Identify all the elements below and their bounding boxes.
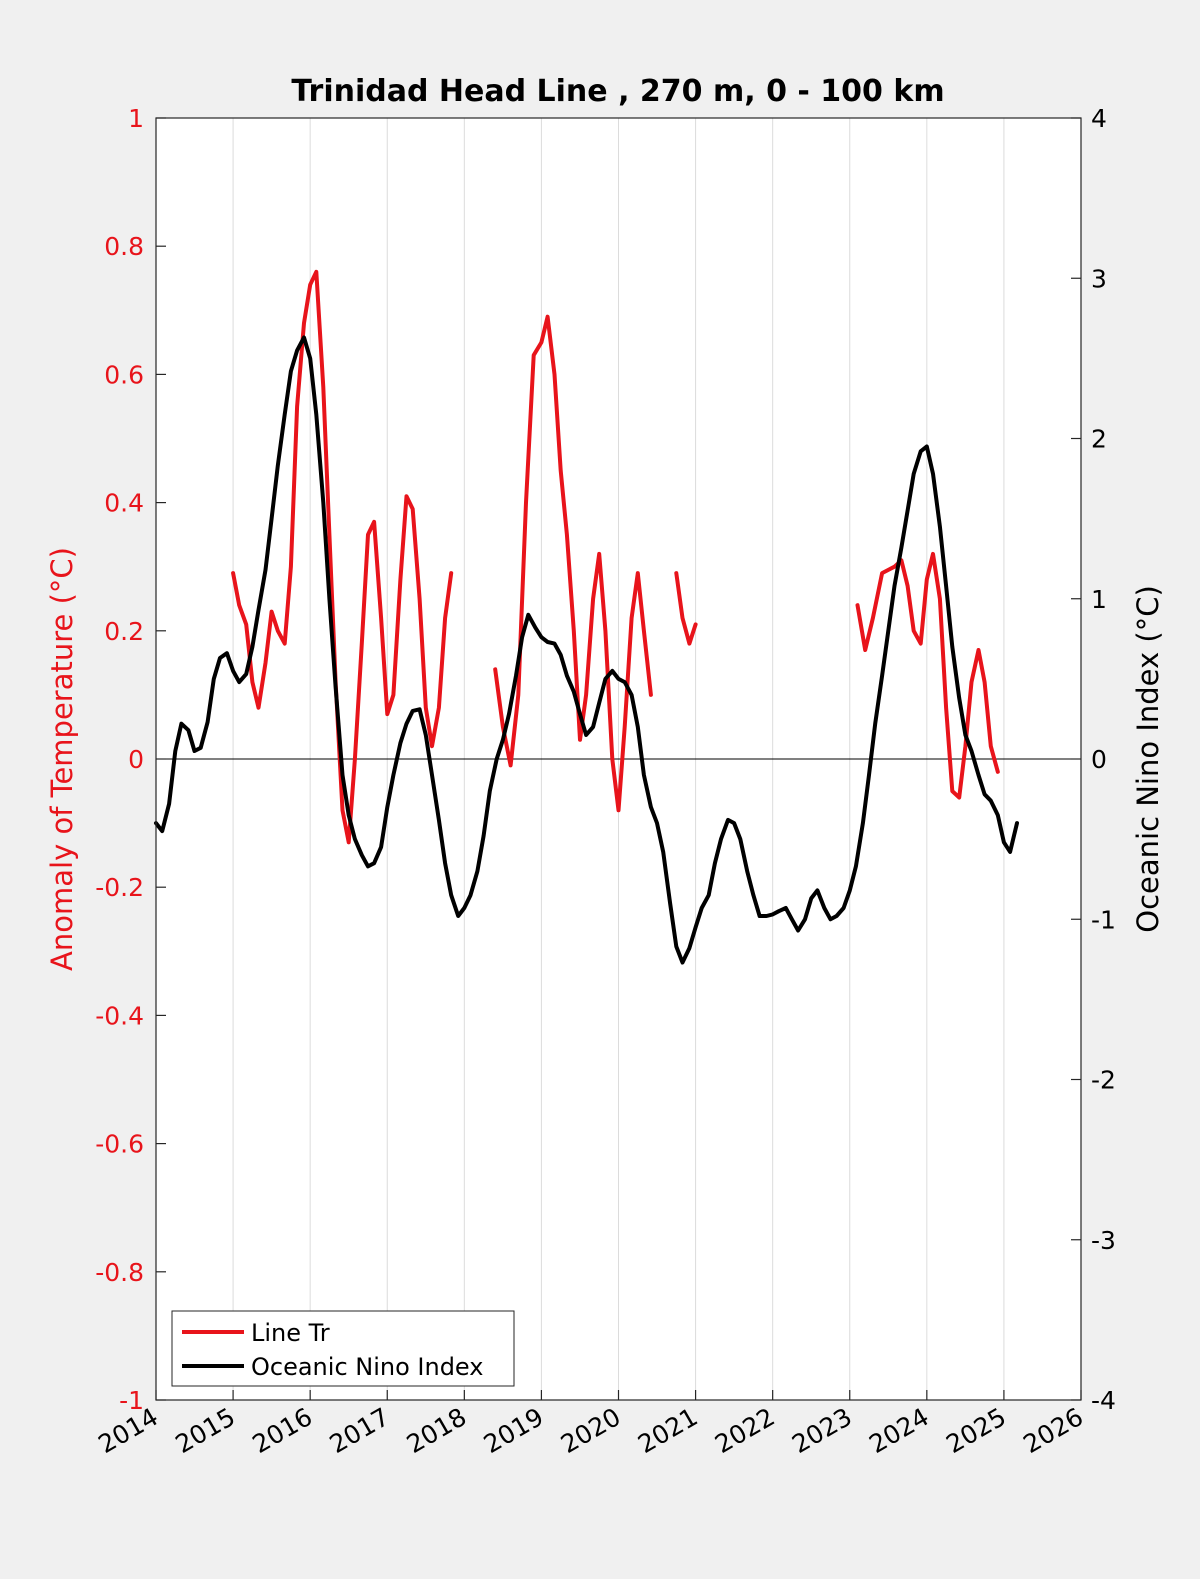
right-axis-label: Oceanic Nino Index (°C) (1131, 585, 1165, 933)
legend: Line Tr Oceanic Nino Index (171, 1310, 515, 1387)
legend-label-oni: Oceanic Nino Index (251, 1353, 483, 1381)
series-oni-line (154, 335, 1019, 965)
left-axis-label: Anomaly of Temperature (°C) (45, 547, 79, 971)
right-tick-label: -3 (1091, 1226, 1116, 1255)
left-tick-label: -0.6 (95, 1130, 144, 1159)
series-line-tr-segment (674, 571, 698, 646)
left-tick-label: 0.8 (104, 232, 144, 261)
right-tick-label: -1 (1091, 905, 1116, 934)
series-line-tr-segment (493, 314, 653, 813)
legend-box (171, 1310, 515, 1387)
series-line-tr-segment (855, 551, 1000, 800)
left-tick-label: 0 (128, 745, 144, 774)
right-tick-label: 2 (1091, 425, 1107, 454)
left-tick-label: 0.6 (104, 360, 144, 389)
left-tick-label: 0.2 (104, 617, 144, 646)
right-y-axis: -4 -3 -2 -1 0 1 2 3 4 (1071, 104, 1116, 1415)
left-tick-label: -1 (119, 1386, 144, 1415)
left-y-axis: -1 -0.8 -0.6 -0.4 -0.2 0 0.2 0.4 0.6 0.8 1 (95, 104, 166, 1415)
left-tick-label: -0.2 (95, 873, 144, 902)
series-line-tr-segment (231, 269, 454, 845)
right-tick-label: -2 (1091, 1066, 1116, 1095)
right-tick-label: -4 (1091, 1386, 1116, 1415)
legend-label-line-tr: Line Tr (251, 1319, 330, 1347)
right-tick-label: 0 (1091, 745, 1107, 774)
chart-title: Trinidad Head Line , 270 m, 0 - 100 km (291, 74, 944, 109)
right-tick-label: 1 (1091, 585, 1107, 614)
right-tick-label: 4 (1091, 104, 1107, 133)
right-tick-label: 3 (1091, 264, 1107, 293)
left-tick-label: -0.8 (95, 1258, 144, 1287)
left-tick-label: 0.4 (104, 489, 144, 518)
left-tick-label: -0.4 (95, 1001, 144, 1030)
series-layer (154, 269, 1019, 965)
left-tick-label: 1 (128, 104, 144, 133)
